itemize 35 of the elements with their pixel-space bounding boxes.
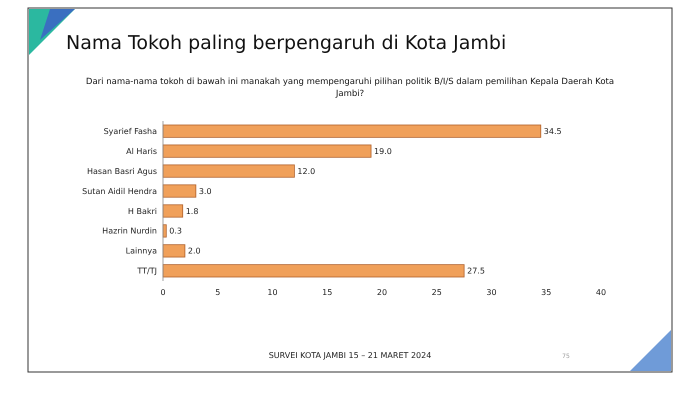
x-tick-label: 0: [160, 288, 166, 297]
x-tick-label: 25: [432, 288, 442, 297]
y-tick-label: Sutan Aidil Hendra: [82, 186, 158, 196]
x-tick-label: 10: [267, 288, 278, 297]
x-tick-label: 5: [215, 288, 220, 297]
x-tick-label: 30: [486, 288, 497, 297]
chart-subtitle: Dari nama-nama tokoh di bawah ini manakah yang mempengaruhi pilihan politik B/I/S dalam pemilihan Kepala Daerah Kota Jambi?: [86, 77, 614, 99]
bar: [162, 144, 372, 158]
data-label: 0.3: [169, 226, 182, 236]
y-tick-label: Al Haris: [126, 146, 157, 156]
y-tick-label: TT/TJ: [136, 266, 157, 276]
y-tick-label: H Bakri: [128, 206, 157, 216]
y-tick-label: Lainnya: [126, 246, 158, 256]
bar: [162, 264, 465, 278]
x-tick-label: 35: [541, 288, 552, 297]
x-tick-label: 20: [376, 288, 388, 297]
data-label: 12.0: [297, 166, 316, 176]
bar: [162, 124, 542, 138]
y-tick-label: Syarief Fasha: [104, 126, 158, 136]
data-label: 34.5: [544, 126, 562, 136]
y-tick-label: Hasan Basri Agus: [86, 166, 157, 176]
chart-title: Nama Tokoh paling berpengaruh di Kota Jambi: [66, 32, 506, 54]
data-label: 3.0: [198, 186, 212, 196]
data-label: 19.0: [374, 146, 392, 156]
data-label: 1.8: [186, 206, 198, 216]
data-label: 2.0: [188, 246, 201, 256]
bar: [162, 184, 196, 198]
text: SURVEI KOTA JAMBI 15 – 21 MARET 2024: [268, 351, 432, 360]
x-tick-label: 40: [596, 288, 606, 297]
x-tick-label: 15: [322, 288, 332, 297]
y-tick-label: Hazrin Nurdin: [102, 226, 157, 236]
bar: [162, 204, 184, 218]
bar: [162, 244, 186, 258]
data-label: 27.5: [467, 266, 485, 276]
bar: [162, 164, 295, 178]
